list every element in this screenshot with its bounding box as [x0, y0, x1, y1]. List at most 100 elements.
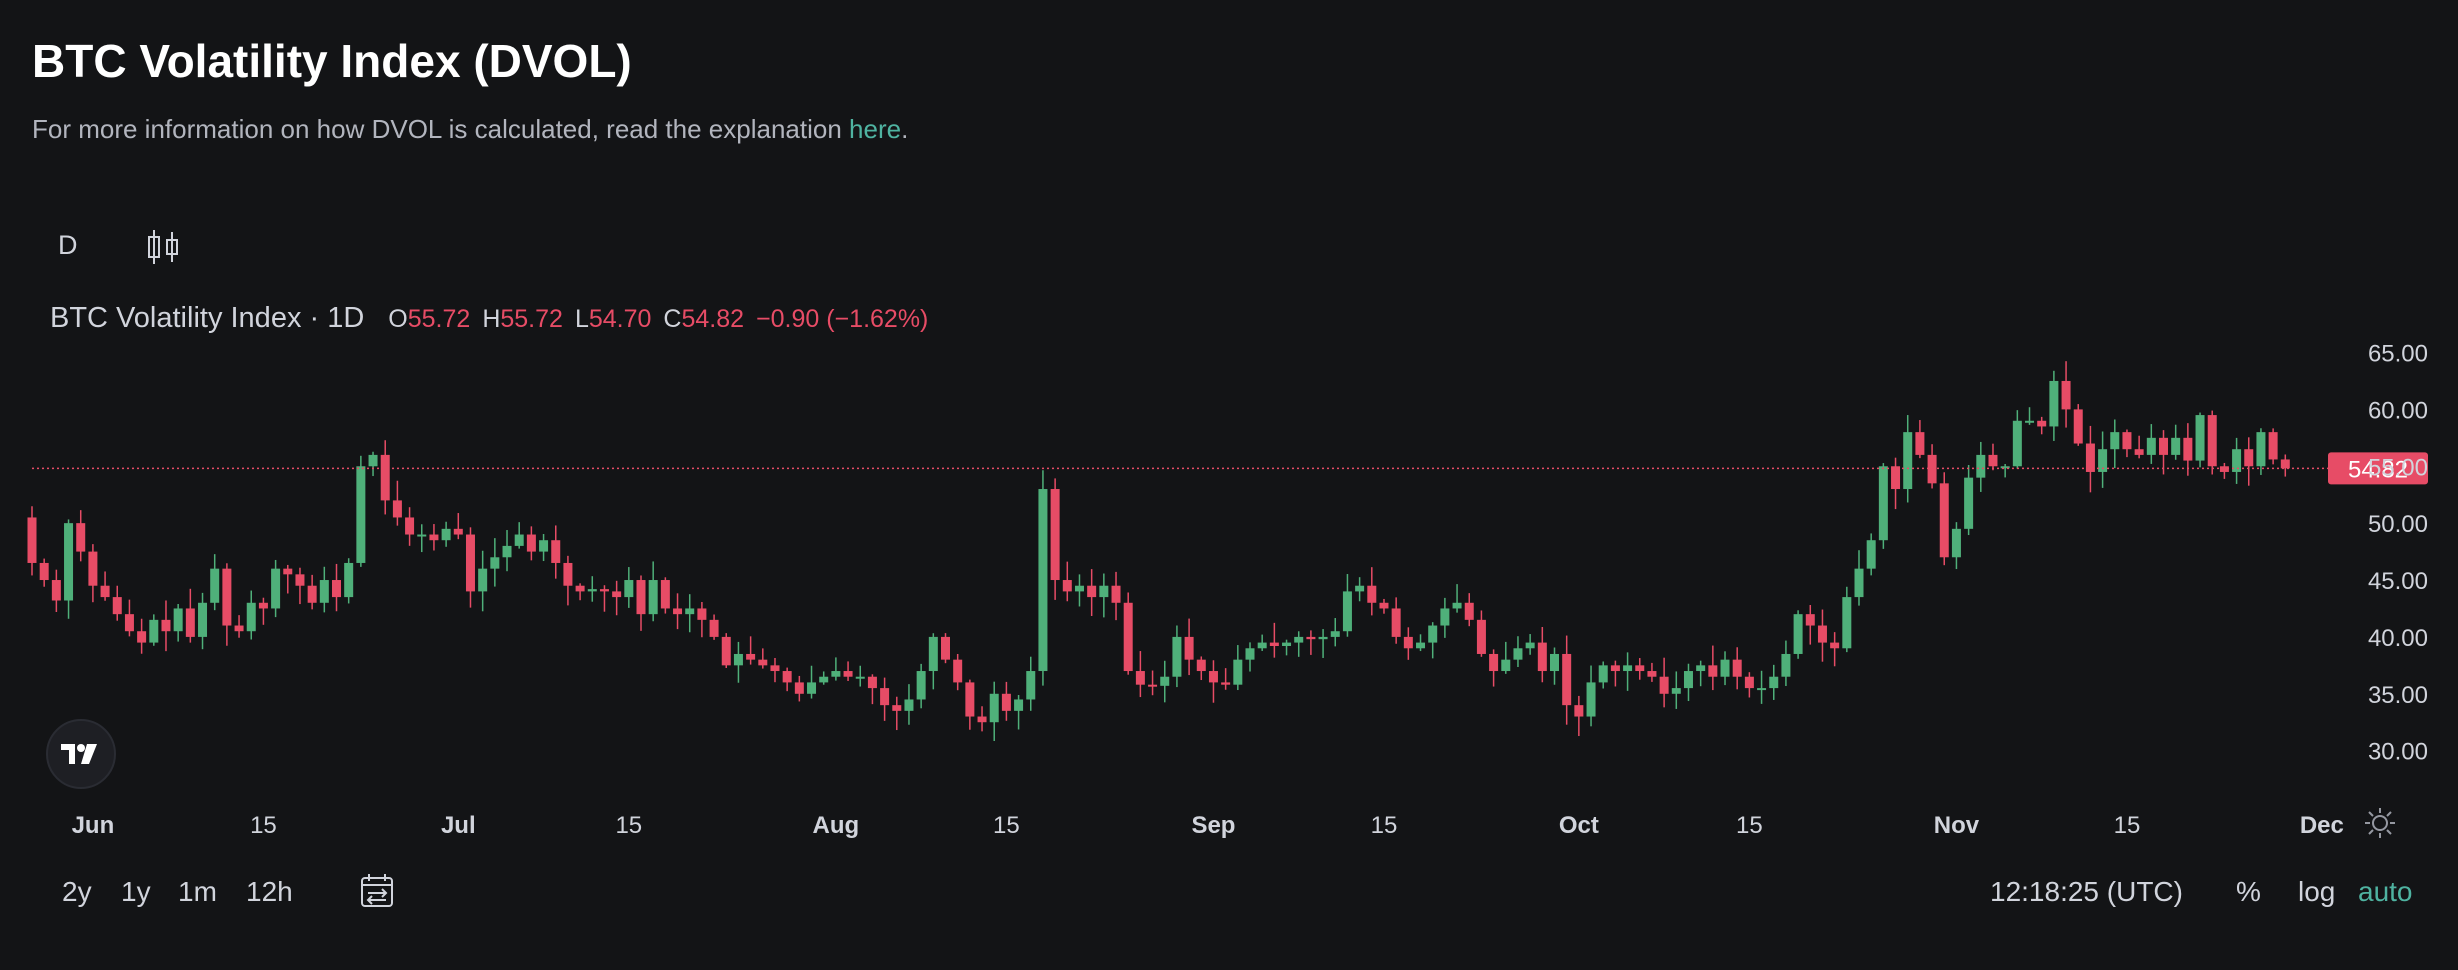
candle-body	[1976, 454, 1986, 478]
subtitle-suffix: .	[901, 114, 909, 144]
candle-body	[819, 676, 829, 683]
candle-body	[88, 551, 98, 586]
range-1y-button[interactable]: 1y	[121, 876, 151, 907]
candle-body	[1793, 614, 1803, 654]
candle-body	[1330, 631, 1340, 637]
legend-close-label: C	[663, 305, 682, 333]
candle-body	[2098, 449, 2108, 472]
log-scale-button[interactable]: log	[2298, 876, 2336, 907]
candle-body	[758, 659, 768, 666]
candle-body	[332, 580, 341, 598]
candle-body	[2037, 420, 2047, 427]
candle-body	[575, 585, 585, 592]
candle-body	[1148, 684, 1158, 687]
candle-body	[660, 580, 670, 609]
x-tick-label: Dec	[2300, 812, 2344, 839]
x-tick-label: 15	[1736, 812, 1763, 839]
candle-body	[1172, 636, 1182, 677]
candle-body	[1306, 636, 1316, 640]
candle-body	[356, 466, 366, 563]
candle-body	[1391, 608, 1401, 637]
range-12h-button[interactable]: 12h	[246, 876, 293, 907]
candle-body	[1001, 693, 1011, 711]
candle-body	[928, 636, 938, 672]
candle-body	[2183, 437, 2193, 461]
candle-body	[271, 568, 281, 609]
candle-body	[1208, 671, 1218, 683]
candle-body	[185, 608, 195, 637]
candle-body	[319, 580, 329, 603]
candle-body	[2012, 420, 2022, 467]
candle-body	[1135, 671, 1145, 685]
candle-body	[258, 602, 268, 609]
candle-body	[1830, 642, 1840, 649]
candle-body	[1708, 665, 1718, 677]
candle-body	[173, 608, 183, 632]
tradingview-logo[interactable]	[46, 719, 116, 789]
candle-body	[222, 568, 232, 626]
candle-body	[2073, 409, 2083, 444]
candle-body	[1623, 665, 1633, 672]
candle-body	[1318, 636, 1328, 640]
candle-body	[1257, 642, 1267, 649]
x-tick-label: 15	[2114, 812, 2141, 839]
legend-low-label: L	[574, 305, 589, 333]
candle-body	[1513, 648, 1523, 660]
candlestick-icon[interactable]	[146, 228, 180, 266]
candle-body	[624, 580, 634, 598]
candle-body	[1744, 676, 1754, 689]
candle-body	[2159, 437, 2168, 455]
range-2y-button[interactable]: 2y	[62, 876, 92, 907]
candle-body	[1951, 528, 1961, 558]
last-price-badge	[2328, 452, 2428, 485]
candle-body	[1428, 625, 1438, 643]
interval-button[interactable]: D	[58, 230, 78, 260]
percent-scale-button[interactable]: %	[2236, 876, 2261, 907]
candle-body	[1635, 665, 1645, 672]
candle-body	[1050, 489, 1060, 581]
candle-body	[1550, 653, 1559, 672]
gear-icon[interactable]	[2363, 806, 2397, 840]
candle-body	[283, 568, 293, 575]
candle-body	[916, 671, 926, 700]
legend-close-value: 54.82	[681, 305, 745, 333]
candlestick-chart[interactable]: 54.82 65.00 60.00 55.00 50.00 45.00 40.00 35.00…	[0, 0, 2458, 870]
x-tick-label: Aug	[813, 812, 860, 839]
auto-scale-button[interactable]: auto	[2358, 876, 2413, 907]
candle-body	[2110, 432, 2120, 450]
candle-body	[1659, 676, 1669, 694]
candle-body	[246, 602, 256, 632]
candle-body	[2232, 449, 2242, 472]
candle-body	[1269, 642, 1279, 647]
candle-body	[2000, 466, 2010, 469]
candle-body	[721, 636, 731, 666]
candle-body	[1282, 642, 1292, 647]
candle-body	[965, 682, 975, 717]
candle-body	[1671, 688, 1681, 694]
calendar-range-icon[interactable]	[358, 872, 398, 910]
candle-body	[563, 562, 573, 586]
candle-body	[380, 454, 390, 501]
candle-body	[892, 705, 902, 711]
x-tick-label: Jun	[72, 812, 115, 839]
candle-body	[587, 589, 597, 592]
candle-body	[989, 693, 999, 723]
y-tick-label: 55.00	[2368, 454, 2428, 481]
candle-body	[1964, 477, 1974, 529]
candle-body	[1927, 454, 1937, 484]
candle-body	[210, 568, 220, 603]
candle-body	[124, 614, 134, 632]
candle-body	[2280, 459, 2290, 469]
candle-body	[733, 653, 743, 666]
candle-body	[1878, 466, 1888, 541]
candle-body	[2244, 449, 2254, 467]
candle-body	[295, 574, 305, 586]
page-title: BTC Volatility Index (DVOL)	[32, 35, 632, 87]
explanation-link[interactable]: here	[849, 114, 902, 144]
range-1m-button[interactable]: 1m	[178, 876, 217, 907]
candle-body	[867, 676, 877, 689]
candle-body	[405, 517, 415, 535]
candle-body	[1610, 665, 1620, 672]
candle-body	[1184, 636, 1194, 660]
candle-body	[1062, 580, 1072, 592]
